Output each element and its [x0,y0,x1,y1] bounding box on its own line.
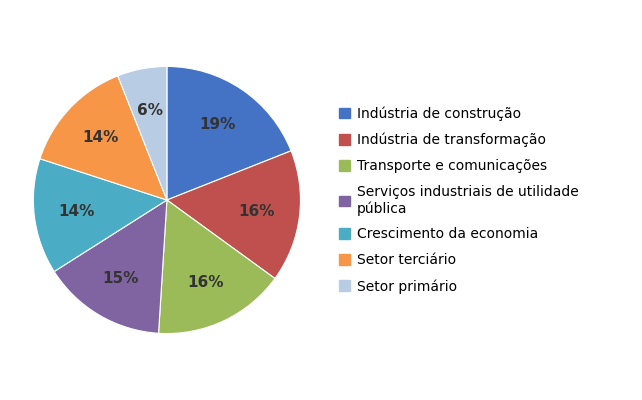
Text: 16%: 16% [187,275,224,290]
Wedge shape [167,151,300,278]
Wedge shape [167,66,291,200]
Wedge shape [117,66,167,200]
Text: 14%: 14% [83,130,119,145]
Wedge shape [159,200,275,334]
Wedge shape [54,200,167,333]
Legend: Indústria de construção, Indústria de transformação, Transporte e comunicações, : Indústria de construção, Indústria de tr… [334,102,582,298]
Text: 15%: 15% [103,271,139,286]
Wedge shape [33,159,167,272]
Text: 19%: 19% [200,117,236,132]
Text: 16%: 16% [239,204,275,219]
Text: 6%: 6% [137,103,163,118]
Wedge shape [40,76,167,200]
Text: 14%: 14% [58,204,95,219]
